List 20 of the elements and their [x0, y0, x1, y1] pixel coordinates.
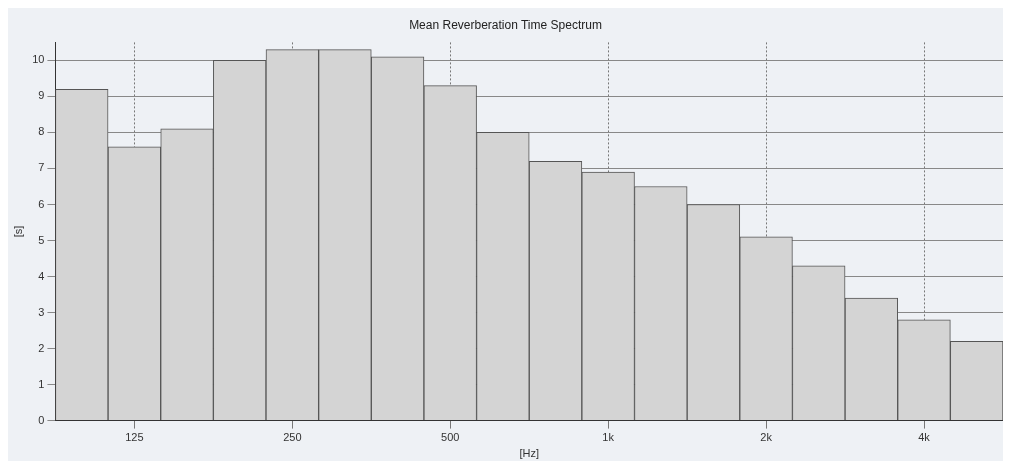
y-tick-label: 8 — [38, 125, 45, 138]
chart-title: Mean Reverberation Time Spectrum — [409, 17, 602, 32]
x-tick-label: 250 — [283, 431, 302, 444]
y-tick-label: 1 — [38, 377, 45, 390]
x-tick-label: 1k — [602, 431, 615, 444]
y-tick-label: 5 — [38, 233, 45, 246]
y-tick-label: 9 — [38, 89, 45, 102]
x-tick-label: 125 — [125, 431, 144, 444]
y-tick-label: 3 — [38, 305, 45, 318]
x-tick-label: 2k — [760, 431, 773, 444]
x-tick-label: 500 — [441, 431, 460, 444]
x-tick-label: 4k — [918, 431, 931, 444]
x-axis-title: [Hz] — [519, 447, 539, 460]
y-tick-label: 10 — [32, 53, 45, 66]
y-axis-title: [s] — [11, 225, 24, 238]
y-tick-label: 6 — [38, 197, 45, 210]
y-tick-label: 0 — [38, 413, 45, 426]
y-tick-label: 4 — [38, 269, 45, 282]
y-tick-label: 2 — [38, 341, 45, 354]
y-tick-label: 7 — [38, 161, 45, 174]
